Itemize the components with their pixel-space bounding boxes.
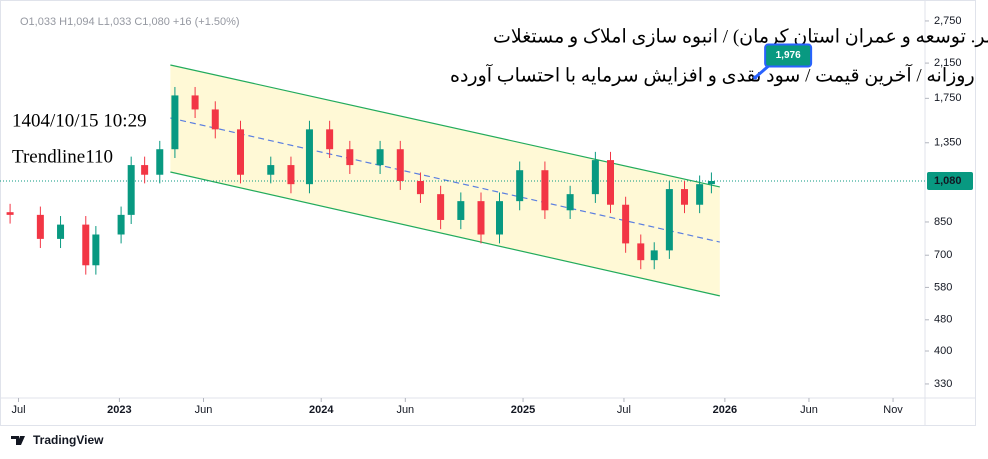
y-tick-label: 850 (934, 216, 952, 228)
candle-body (326, 129, 334, 150)
candle-body (591, 160, 599, 195)
candle-body (346, 149, 354, 166)
candle-body (707, 180, 715, 185)
candle-body (607, 160, 614, 205)
candle-body (92, 234, 100, 266)
channel-lower (170, 171, 720, 297)
x-tick-label: Jul (11, 404, 25, 416)
plot-area (0, 64, 925, 297)
x-tick-label: Nov (883, 404, 903, 416)
x-tick-label: 2024 (309, 404, 334, 416)
chart-frame (0, 0, 976, 426)
candle-body (237, 129, 244, 175)
candle-body (127, 165, 135, 215)
chart-subtitle: روزانه / آخرین قیمت / سود نقدی و افزایش … (450, 63, 975, 86)
x-tick-label: Jun (195, 404, 213, 416)
annotation: Trendline110 (12, 146, 113, 167)
candle-body (566, 194, 574, 211)
candle-body (396, 149, 404, 181)
candle-body (267, 165, 275, 175)
candle-body (305, 129, 313, 185)
candle-body (650, 250, 658, 261)
candle-body (57, 224, 65, 239)
x-tick-label: 2025 (511, 404, 535, 416)
candle-body (696, 184, 704, 205)
candle-body (191, 95, 199, 110)
candle-body (457, 201, 465, 220)
y-tick-label: 330 (934, 378, 952, 390)
y-tick-label: 480 (934, 314, 952, 326)
candle-body (6, 212, 14, 215)
y-tick-label: 700 (934, 249, 952, 261)
candle-body (665, 189, 673, 251)
candle-body (496, 201, 503, 235)
x-tick-label: 2023 (107, 404, 131, 416)
candle-body (681, 189, 688, 205)
channel-middle (170, 117, 720, 243)
candle-body (171, 95, 179, 150)
candle-body (211, 109, 219, 130)
y-tick-label: 580 (934, 281, 952, 293)
callout-pointer (754, 64, 771, 79)
y-tick-label: 2,150 (934, 57, 962, 69)
chart-title: کرمان (سر. توسعه و عمران استان کرمان) / … (493, 26, 988, 47)
callout-box (764, 43, 813, 68)
candle-body (141, 165, 149, 175)
y-tick-label: 2,750 (934, 15, 962, 27)
x-tick-label: Jun (396, 404, 414, 416)
x-tick-label: Jun (800, 404, 818, 416)
y-tick-label: 1,350 (934, 137, 962, 149)
candle-body (117, 214, 125, 235)
candle-body (82, 224, 90, 266)
y-tick-label: 400 (934, 345, 952, 357)
candle-body (156, 149, 164, 175)
candle-body (376, 149, 384, 166)
candle-body (516, 170, 524, 202)
candle-body (287, 165, 295, 185)
brand-name[interactable]: TradingView (33, 433, 104, 447)
x-tick-label: Jul (617, 404, 631, 416)
candle-body (637, 243, 645, 261)
candle-body (437, 194, 445, 220)
last-price-badge (927, 171, 973, 190)
timestamp: 1404/10/15 10:29 (12, 110, 147, 131)
candle-body (416, 180, 424, 195)
channel-upper (170, 64, 720, 188)
candle-body (541, 170, 549, 211)
callout-label: 1,976 (776, 50, 801, 61)
last-price-label: 1,080 (934, 175, 962, 187)
ohlc-header: O1,033 H1,094 L1,033 C1,080 +16 (+1.50%) (20, 16, 240, 28)
candle-body (622, 204, 630, 244)
x-tick-label: 2026 (713, 404, 737, 416)
brand-logo (11, 436, 25, 445)
y-tick-label: 1,750 (934, 92, 962, 104)
candle-body (477, 201, 485, 235)
candle-body (36, 214, 44, 239)
